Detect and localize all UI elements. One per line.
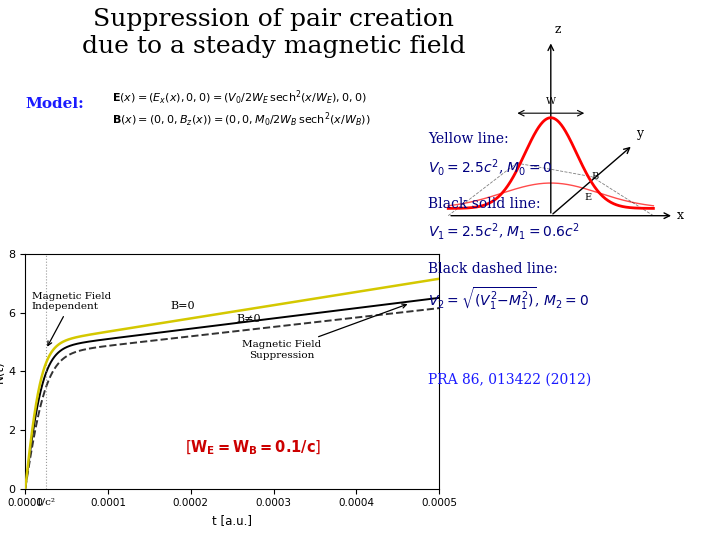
Text: PRA 86, 013422 (2012): PRA 86, 013422 (2012)	[428, 373, 592, 387]
Text: Yellow line:: Yellow line:	[428, 132, 509, 146]
Text: B: B	[592, 172, 599, 181]
Text: $V_0=2.5c^2$, $M_0=0$: $V_0=2.5c^2$, $M_0=0$	[428, 157, 553, 178]
Text: x: x	[678, 209, 684, 222]
Text: $\mathbf{E}(x)=(E_x(x),0,0)=(V_0/2W_E\,\mathrm{sech}^2(x/W_E),0,0)$: $\mathbf{E}(x)=(E_x(x),0,0)=(V_0/2W_E\,\…	[112, 89, 366, 107]
Text: $\mathbf{B}(x)=(0,0,B_z(x))=(0,0,M_0/2W_B\,\mathrm{sech}^2(x/W_B))$: $\mathbf{B}(x)=(0,0,B_z(x))=(0,0,M_0/2W_…	[112, 111, 370, 129]
Text: E: E	[585, 193, 592, 202]
Text: B=0: B=0	[170, 301, 194, 311]
Text: z: z	[554, 23, 561, 36]
Text: B≠0: B≠0	[236, 314, 261, 324]
Text: Black dashed line:: Black dashed line:	[428, 262, 558, 276]
Text: y: y	[636, 127, 644, 140]
Text: Black solid line:: Black solid line:	[428, 197, 541, 211]
Text: $[\mathbf{W_E=W_B=0.1/c}]$: $[\mathbf{W_E=W_B=0.1/c}]$	[185, 438, 321, 457]
Text: due to a steady magnetic field: due to a steady magnetic field	[82, 35, 465, 58]
X-axis label: t [a.u.]: t [a.u.]	[212, 514, 252, 527]
Text: Suppression of pair creation: Suppression of pair creation	[93, 8, 454, 31]
Text: 1/c²: 1/c²	[36, 498, 56, 507]
Text: W: W	[546, 97, 556, 106]
Text: Magnetic Field
Suppression: Magnetic Field Suppression	[242, 304, 406, 360]
Text: Model:: Model:	[25, 97, 84, 111]
Text: $V_2=\sqrt{(V_1^2{-}M_1^2)}$, $M_2=0$: $V_2=\sqrt{(V_1^2{-}M_1^2)}$, $M_2=0$	[428, 286, 590, 312]
Text: $V_1=2.5c^2$, $M_1=0.6c^2$: $V_1=2.5c^2$, $M_1=0.6c^2$	[428, 221, 580, 242]
Text: Magnetic Field
Independent: Magnetic Field Independent	[32, 292, 111, 346]
Y-axis label: N(t): N(t)	[0, 360, 6, 383]
